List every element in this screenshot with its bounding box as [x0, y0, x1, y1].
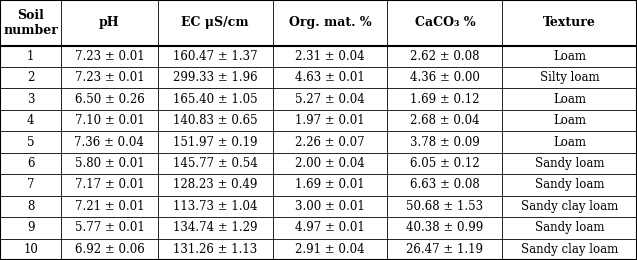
Text: 7.10 ± 0.01: 7.10 ± 0.01: [75, 114, 144, 127]
Text: 2.91 ± 0.04: 2.91 ± 0.04: [295, 243, 365, 256]
Text: Loam: Loam: [554, 135, 586, 148]
Text: 6.63 ± 0.08: 6.63 ± 0.08: [410, 178, 480, 191]
Text: 40.38 ± 0.99: 40.38 ± 0.99: [406, 221, 483, 234]
Text: 2: 2: [27, 71, 34, 84]
Text: Loam: Loam: [554, 93, 586, 106]
Text: 3.78 ± 0.09: 3.78 ± 0.09: [410, 135, 480, 148]
Text: 160.47 ± 1.37: 160.47 ± 1.37: [173, 50, 257, 63]
Text: 151.97 ± 0.19: 151.97 ± 0.19: [173, 135, 257, 148]
Text: 3: 3: [27, 93, 34, 106]
Text: 9: 9: [27, 221, 34, 234]
Text: Soil
number: Soil number: [3, 9, 58, 37]
Text: 4: 4: [27, 114, 34, 127]
Text: 1.69 ± 0.12: 1.69 ± 0.12: [410, 93, 480, 106]
Text: 4.36 ± 0.00: 4.36 ± 0.00: [410, 71, 480, 84]
Text: 131.26 ± 1.13: 131.26 ± 1.13: [173, 243, 257, 256]
Text: 134.74 ± 1.29: 134.74 ± 1.29: [173, 221, 257, 234]
Text: 299.33 ± 1.96: 299.33 ± 1.96: [173, 71, 257, 84]
Text: 7.23 ± 0.01: 7.23 ± 0.01: [75, 50, 144, 63]
Text: 165.40 ± 1.05: 165.40 ± 1.05: [173, 93, 257, 106]
Text: 7: 7: [27, 178, 34, 191]
Text: 2.00 ± 0.04: 2.00 ± 0.04: [295, 157, 365, 170]
Text: Sandy clay loam: Sandy clay loam: [521, 243, 619, 256]
Text: Sandy loam: Sandy loam: [535, 178, 605, 191]
Text: Silty loam: Silty loam: [540, 71, 599, 84]
Text: 5.27 ± 0.04: 5.27 ± 0.04: [295, 93, 365, 106]
Text: Org. mat. %: Org. mat. %: [289, 16, 371, 29]
Text: 2.62 ± 0.08: 2.62 ± 0.08: [410, 50, 480, 63]
Text: Loam: Loam: [554, 50, 586, 63]
Text: 6.92 ± 0.06: 6.92 ± 0.06: [75, 243, 145, 256]
Text: 26.47 ± 1.19: 26.47 ± 1.19: [406, 243, 483, 256]
Text: 2.31 ± 0.04: 2.31 ± 0.04: [295, 50, 365, 63]
Text: 2.26 ± 0.07: 2.26 ± 0.07: [295, 135, 365, 148]
Text: 5.80 ± 0.01: 5.80 ± 0.01: [75, 157, 144, 170]
Text: 145.77 ± 0.54: 145.77 ± 0.54: [173, 157, 257, 170]
Text: CaCO₃ %: CaCO₃ %: [415, 16, 475, 29]
Text: 7.36 ± 0.04: 7.36 ± 0.04: [75, 135, 145, 148]
Text: 4.97 ± 0.01: 4.97 ± 0.01: [295, 221, 365, 234]
Text: 8: 8: [27, 200, 34, 213]
Text: Sandy loam: Sandy loam: [535, 221, 605, 234]
Text: 7.17 ± 0.01: 7.17 ± 0.01: [75, 178, 144, 191]
Text: 1.69 ± 0.01: 1.69 ± 0.01: [295, 178, 365, 191]
Text: EC μS/cm: EC μS/cm: [181, 16, 249, 29]
Text: 7.23 ± 0.01: 7.23 ± 0.01: [75, 71, 144, 84]
Text: 1: 1: [27, 50, 34, 63]
Text: 50.68 ± 1.53: 50.68 ± 1.53: [406, 200, 483, 213]
Text: 2.68 ± 0.04: 2.68 ± 0.04: [410, 114, 480, 127]
Text: 113.73 ± 1.04: 113.73 ± 1.04: [173, 200, 257, 213]
Text: 7.21 ± 0.01: 7.21 ± 0.01: [75, 200, 144, 213]
Text: Texture: Texture: [543, 16, 596, 29]
Text: pH: pH: [99, 16, 120, 29]
Text: Sandy clay loam: Sandy clay loam: [521, 200, 619, 213]
Text: 5: 5: [27, 135, 34, 148]
Text: Loam: Loam: [554, 114, 586, 127]
Text: 1.97 ± 0.01: 1.97 ± 0.01: [295, 114, 365, 127]
Text: 5.77 ± 0.01: 5.77 ± 0.01: [75, 221, 145, 234]
Text: 10: 10: [23, 243, 38, 256]
Text: 6: 6: [27, 157, 34, 170]
Text: 4.63 ± 0.01: 4.63 ± 0.01: [295, 71, 365, 84]
Text: 6.05 ± 0.12: 6.05 ± 0.12: [410, 157, 480, 170]
Text: Sandy loam: Sandy loam: [535, 157, 605, 170]
Text: 6.50 ± 0.26: 6.50 ± 0.26: [75, 93, 145, 106]
Text: 140.83 ± 0.65: 140.83 ± 0.65: [173, 114, 257, 127]
Text: 128.23 ± 0.49: 128.23 ± 0.49: [173, 178, 257, 191]
Text: 3.00 ± 0.01: 3.00 ± 0.01: [295, 200, 365, 213]
